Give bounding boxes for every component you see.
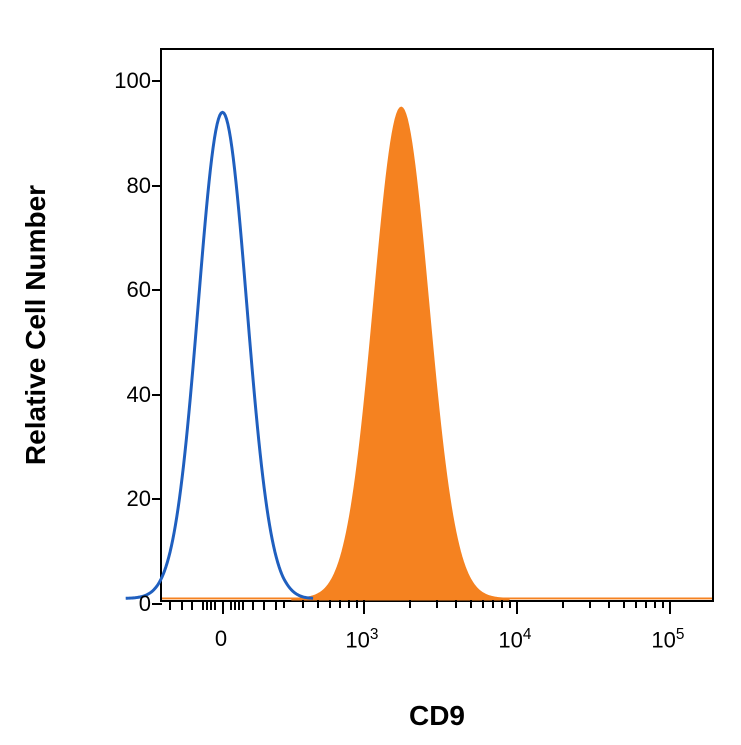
x-tick-label: 105 — [643, 626, 693, 653]
x-tick — [608, 600, 610, 608]
x-tick — [238, 600, 240, 610]
x-tick — [252, 600, 254, 610]
x-tick — [645, 600, 647, 608]
x-tick-neg — [210, 600, 212, 610]
x-tick — [230, 600, 232, 610]
y-tick-label: 20 — [91, 486, 151, 512]
x-tick — [222, 600, 224, 614]
y-tick — [152, 498, 162, 500]
x-tick — [263, 600, 265, 610]
y-tick-label: 0 — [91, 591, 151, 617]
x-tick — [501, 600, 503, 608]
x-tick — [348, 600, 350, 608]
x-tick — [283, 600, 285, 608]
x-axis-label: CD9 — [160, 700, 714, 732]
x-tick — [339, 600, 341, 608]
y-tick — [152, 80, 162, 82]
x-tick — [356, 600, 358, 608]
x-tick-neg — [214, 600, 216, 610]
x-tick — [482, 600, 484, 608]
y-tick-label: 80 — [91, 173, 151, 199]
x-tick — [669, 600, 671, 614]
x-tick — [623, 600, 625, 608]
x-tick — [317, 600, 319, 608]
x-tick — [589, 600, 591, 608]
x-tick-neg — [169, 600, 171, 610]
x-tick — [470, 600, 472, 608]
x-tick — [363, 600, 365, 614]
x-tick — [234, 600, 236, 610]
series-cd9-stained — [292, 107, 509, 600]
x-tick — [562, 600, 564, 608]
y-tick — [152, 603, 162, 605]
x-tick — [635, 600, 637, 608]
x-tick — [242, 600, 244, 610]
y-tick — [152, 289, 162, 291]
x-tick — [436, 600, 438, 608]
plot-svg — [162, 50, 712, 600]
x-tick — [492, 600, 494, 608]
y-tick — [152, 394, 162, 396]
flow-cytometry-chart: Relative Cell Number CD9 0 20 40 60 80 100 0 1… — [0, 0, 741, 745]
x-tick-label: 0 — [196, 626, 246, 652]
x-tick-neg — [181, 600, 183, 610]
series-group — [126, 107, 712, 600]
y-tick-label: 60 — [91, 277, 151, 303]
x-tick — [302, 600, 304, 608]
y-tick-label: 40 — [91, 382, 151, 408]
x-tick — [516, 600, 518, 614]
y-tick — [152, 185, 162, 187]
x-tick-neg — [191, 600, 193, 610]
x-tick — [654, 600, 656, 608]
x-tick — [455, 600, 457, 608]
x-tick-neg — [206, 600, 208, 610]
x-tick — [509, 600, 511, 608]
x-tick — [662, 600, 664, 608]
y-tick-label: 100 — [91, 68, 151, 94]
y-axis-label: Relative Cell Number — [20, 48, 50, 602]
x-tick — [275, 600, 277, 610]
x-tick-label: 104 — [490, 626, 540, 653]
plot-area — [160, 48, 714, 602]
x-axis-label-text: CD9 — [409, 700, 465, 731]
x-tick — [329, 600, 331, 608]
y-axis-label-text: Relative Cell Number — [20, 185, 51, 465]
x-tick-neg — [202, 600, 204, 610]
x-tick — [409, 600, 411, 608]
x-tick-label: 103 — [337, 626, 387, 653]
